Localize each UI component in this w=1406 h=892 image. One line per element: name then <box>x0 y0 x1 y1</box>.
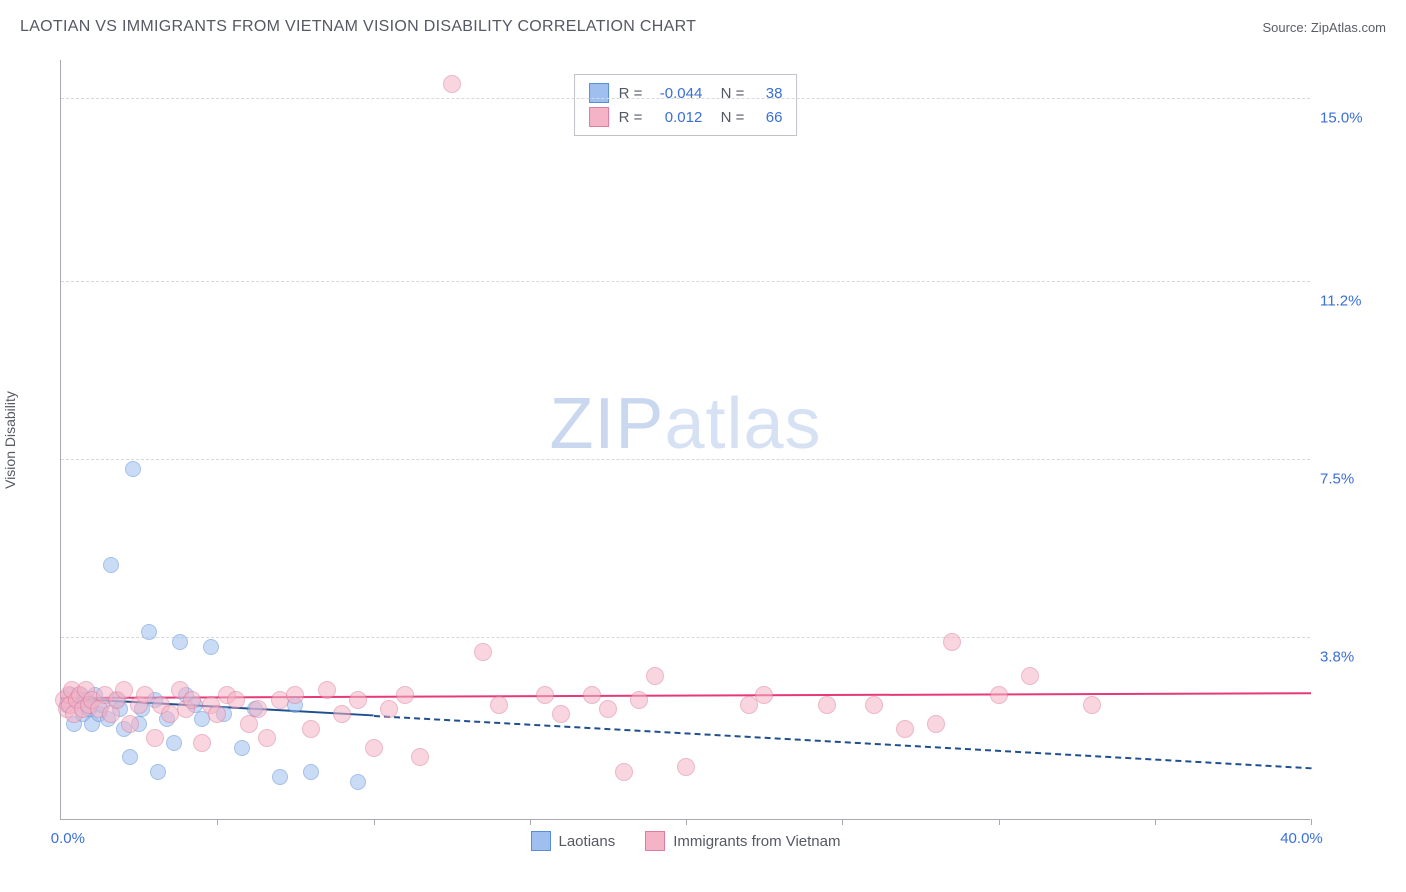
scatter-point <box>234 740 250 756</box>
scatter-point <box>677 758 695 776</box>
stats-row: R = 0.012 N = 66 <box>589 105 783 129</box>
scatter-point <box>536 686 554 704</box>
scatter-point <box>365 739 383 757</box>
scatter-point <box>193 734 211 752</box>
y-tick-label: 15.0% <box>1320 110 1380 127</box>
gridline <box>61 459 1310 460</box>
legend-swatch <box>645 831 665 851</box>
regression-line-dashed <box>373 715 1311 769</box>
scatter-point <box>411 748 429 766</box>
stats-row: R =-0.044 N =38 <box>589 81 783 105</box>
x-tick-label: 40.0% <box>1280 830 1323 847</box>
scatter-point <box>249 700 267 718</box>
legend-item: Immigrants from Vietnam <box>645 831 840 851</box>
legend-swatch <box>589 83 609 103</box>
stat-n-value: 66 <box>754 109 782 126</box>
scatter-point <box>380 700 398 718</box>
scatter-point <box>349 691 367 709</box>
y-tick-label: 11.2% <box>1320 293 1380 310</box>
x-tick-mark <box>1155 819 1156 825</box>
watermark: ZIPatlas <box>549 383 821 465</box>
scatter-point <box>227 691 245 709</box>
scatter-point <box>490 696 508 714</box>
x-tick-mark <box>686 819 687 825</box>
scatter-point <box>943 633 961 651</box>
legend-label: Laotians <box>559 833 616 850</box>
legend: Laotians Immigrants from Vietnam <box>531 831 841 851</box>
scatter-point <box>115 681 133 699</box>
scatter-point <box>755 686 773 704</box>
scatter-point <box>630 691 648 709</box>
scatter-point <box>1021 667 1039 685</box>
scatter-point <box>183 691 201 709</box>
header: LAOTIAN VS IMMIGRANTS FROM VIETNAM VISIO… <box>0 0 1406 46</box>
legend-swatch <box>589 107 609 127</box>
scatter-point <box>318 681 336 699</box>
scatter-point <box>350 774 366 790</box>
scatter-point <box>443 75 461 93</box>
stat-label: R = <box>619 109 643 126</box>
y-tick-label: 3.8% <box>1320 649 1380 666</box>
scatter-point <box>646 667 664 685</box>
legend-item: Laotians <box>531 831 616 851</box>
stats-box: R =-0.044 N =38 R = 0.012 N = 66 <box>574 74 798 136</box>
gridline <box>61 281 1310 282</box>
watermark-text-a: ZIP <box>549 384 664 464</box>
scatter-point <box>896 720 914 738</box>
scatter-point <box>121 715 139 733</box>
chart-title: LAOTIAN VS IMMIGRANTS FROM VIETNAM VISIO… <box>20 18 696 36</box>
x-tick-mark <box>999 819 1000 825</box>
scatter-point <box>302 720 320 738</box>
plot-region: ZIPatlas R =-0.044 N =38R =0.012 N =66 L… <box>60 60 1310 820</box>
x-tick-label: 0.0% <box>51 830 85 847</box>
gridline <box>61 98 1310 99</box>
x-tick-mark <box>530 819 531 825</box>
scatter-point <box>818 696 836 714</box>
scatter-point <box>122 749 138 765</box>
scatter-point <box>272 769 288 785</box>
scatter-point <box>865 696 883 714</box>
y-tick-label: 7.5% <box>1320 471 1380 488</box>
x-tick-mark <box>217 819 218 825</box>
stat-r-value: 0.012 <box>652 109 702 126</box>
x-tick-mark <box>1311 819 1312 825</box>
scatter-point <box>1083 696 1101 714</box>
x-tick-mark <box>842 819 843 825</box>
scatter-point <box>615 763 633 781</box>
chart-area: Vision Disability ZIPatlas R =-0.044 N =… <box>20 50 1390 830</box>
scatter-point <box>166 735 182 751</box>
scatter-point <box>146 729 164 747</box>
scatter-point <box>303 764 319 780</box>
scatter-point <box>194 711 210 727</box>
legend-label: Immigrants from Vietnam <box>673 833 840 850</box>
scatter-point <box>125 461 141 477</box>
y-axis-label: Vision Disability <box>2 391 18 489</box>
scatter-point <box>258 729 276 747</box>
legend-swatch <box>531 831 551 851</box>
scatter-point <box>150 764 166 780</box>
watermark-text-b: atlas <box>664 384 821 464</box>
scatter-point <box>141 624 157 640</box>
regression-line <box>61 693 1311 700</box>
scatter-point <box>172 634 188 650</box>
scatter-point <box>990 686 1008 704</box>
scatter-point <box>599 700 617 718</box>
x-tick-mark <box>374 819 375 825</box>
scatter-point <box>474 643 492 661</box>
scatter-point <box>333 705 351 723</box>
scatter-point <box>552 705 570 723</box>
gridline <box>61 637 1310 638</box>
scatter-point <box>927 715 945 733</box>
scatter-point <box>203 639 219 655</box>
source-label: Source: ZipAtlas.com <box>1262 20 1386 35</box>
scatter-point <box>583 686 601 704</box>
scatter-point <box>286 686 304 704</box>
stat-label: N = <box>712 109 744 126</box>
scatter-point <box>396 686 414 704</box>
scatter-point <box>103 557 119 573</box>
scatter-point <box>208 705 226 723</box>
